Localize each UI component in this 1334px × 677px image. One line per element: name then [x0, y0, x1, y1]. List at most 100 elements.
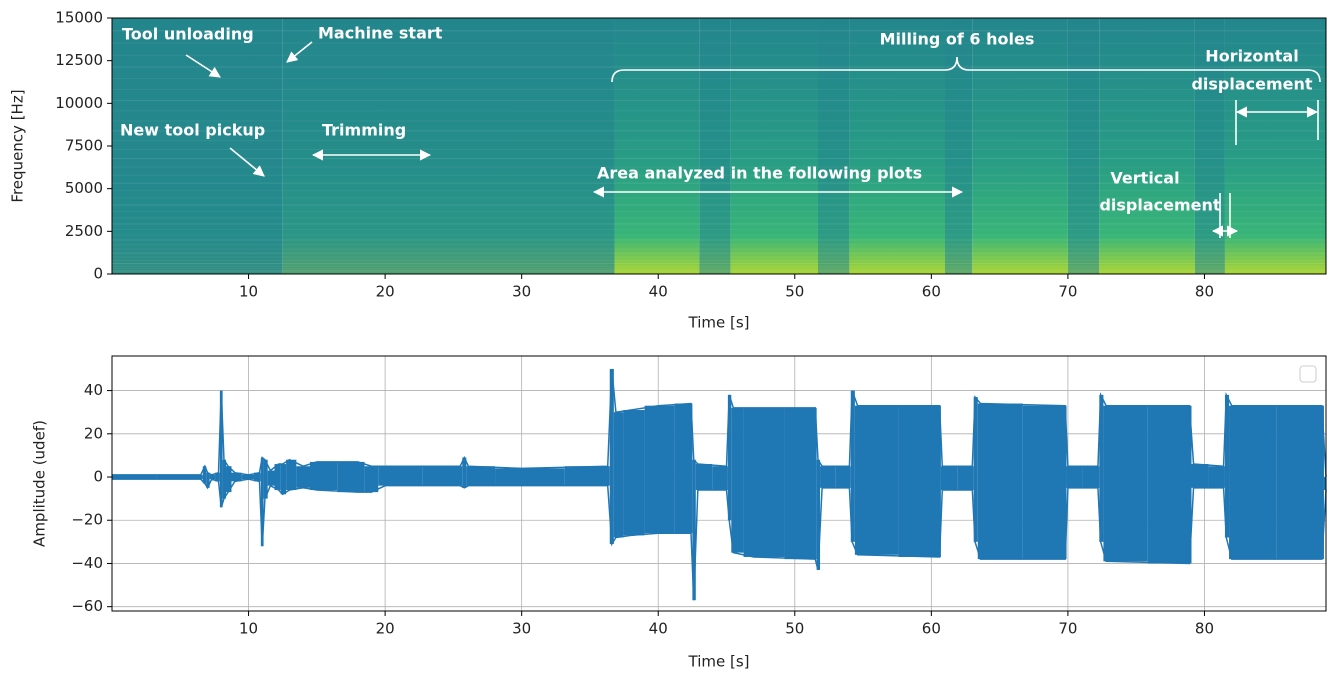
y-tick-label: 20 [84, 424, 103, 442]
signal-envelope [784, 407, 817, 560]
signal-envelope [1022, 405, 1067, 560]
signal-envelope [712, 466, 728, 490]
annotation: displacement [1191, 75, 1312, 94]
spectrogram-segment [972, 18, 1068, 274]
y-tick-label: 0 [93, 468, 103, 486]
signal-envelope [743, 407, 785, 557]
brace [611, 56, 1321, 83]
signal-envelope [820, 466, 836, 488]
y-tick-label: −40 [71, 554, 103, 572]
signal-envelope [1224, 394, 1230, 538]
signal-envelope [378, 466, 423, 486]
signal-envelope [364, 466, 379, 493]
signal-envelope [260, 457, 264, 547]
signal-envelope [1082, 466, 1100, 488]
signal-envelope [226, 466, 232, 493]
annotation: Area analyzed in the following plots [597, 164, 922, 183]
signal-envelope [731, 407, 744, 553]
x-tick-label: 70 [1058, 620, 1077, 638]
signal-envelope [280, 464, 287, 495]
x-tick-label: 60 [922, 620, 941, 638]
y-tick-label: 2500 [65, 222, 103, 240]
x-tick-label: 60 [922, 283, 941, 301]
x-axis-label: Time [s] [688, 653, 750, 671]
signal-lower [112, 478, 1327, 601]
x-tick-label: 20 [376, 620, 395, 638]
signal-envelope [1103, 405, 1148, 562]
y-axis-label: Amplitude (udef) [31, 420, 49, 547]
spectrogram-segment [699, 18, 731, 274]
signal-envelope [1276, 405, 1324, 560]
signal-envelope [267, 470, 275, 486]
spectrogram-segment [112, 18, 283, 274]
signal-envelope [973, 397, 978, 542]
y-tick-label: 15000 [55, 9, 103, 27]
y-tick-label: 12500 [55, 51, 103, 69]
signal-envelope [263, 459, 268, 499]
signal-envelope [816, 459, 821, 570]
annotation-layer: Tool unloading Machine start New tool pick… [120, 24, 1321, 383]
signal-envelope [898, 405, 941, 557]
signal-envelope [623, 410, 645, 536]
arrow [185, 54, 221, 78]
signal-envelope [1323, 477, 1326, 490]
amplitude-panel: 10 20 30 40 50 60 70 80 40 20 0 −20 −40 −60 Time [s] Am… [31, 355, 1327, 671]
y-axis-label: Frequency [Hz] [9, 89, 27, 202]
x-tick-label: 10 [239, 283, 258, 301]
spectrogram-segment [1224, 18, 1326, 274]
y-tick-label: −20 [71, 511, 103, 529]
signal-envelope [674, 403, 693, 534]
signal-envelope [977, 403, 1023, 560]
annotation: Trimming [322, 121, 406, 140]
y-tick-label: 10000 [55, 94, 103, 112]
annotation: Horizontal [1205, 47, 1298, 66]
signal-envelope [1191, 464, 1209, 488]
signal-envelope [835, 466, 851, 488]
spectrogram-segment [849, 18, 946, 274]
spectrogram-segment [1067, 18, 1100, 274]
signal-envelope [274, 464, 281, 490]
signal-envelope [337, 461, 365, 493]
signal-envelope [695, 464, 713, 490]
x-tick-label: 50 [785, 283, 804, 301]
x-tick-label: 30 [512, 620, 531, 638]
signal-envelope [495, 468, 565, 486]
signal-envelope [241, 474, 255, 480]
signal-envelope [850, 390, 855, 542]
signal-envelope [254, 472, 261, 482]
annotation: New tool pickup [120, 121, 265, 140]
signal-upper [112, 368, 1327, 478]
x-tick-label: 40 [649, 283, 668, 301]
signal-envelope [1099, 394, 1104, 542]
signal-envelope [466, 466, 496, 486]
x-tick-label: 40 [649, 620, 668, 638]
signal-envelope [727, 394, 732, 521]
annotation: Tool unloading [122, 25, 254, 44]
x-tick-label: 20 [376, 283, 395, 301]
x-tick-label: 70 [1058, 283, 1077, 301]
signal-envelope [156, 474, 203, 480]
annotation: Vertical [1110, 169, 1179, 188]
signal-envelope [854, 405, 899, 555]
x-tick-label: 80 [1195, 283, 1214, 301]
signal-envelope [957, 466, 974, 490]
signal-envelope [940, 466, 958, 490]
signal-envelope [112, 474, 157, 480]
signal-envelope [1229, 405, 1277, 560]
signal-envelope [644, 405, 675, 534]
signal-envelope [286, 459, 297, 490]
signal-envelope [215, 472, 220, 482]
y-tick-label: 40 [84, 381, 103, 399]
x-tick-label: 80 [1195, 620, 1214, 638]
signal-envelope [613, 412, 624, 538]
signal-envelope [422, 466, 463, 486]
signal-envelope [1147, 405, 1192, 564]
signal-envelope [564, 466, 610, 486]
x-tick-label: 50 [785, 620, 804, 638]
y-tick-label: 7500 [65, 137, 103, 155]
spectrogram-panel: 10 20 30 40 50 60 70 80 0 2500 5000 7500 10000 12500 1… [9, 9, 1327, 332]
signal-envelope [231, 472, 242, 482]
y-tick-label: 0 [93, 265, 103, 283]
spectrogram-segment [818, 18, 850, 274]
y-tick-label: −60 [71, 597, 103, 615]
